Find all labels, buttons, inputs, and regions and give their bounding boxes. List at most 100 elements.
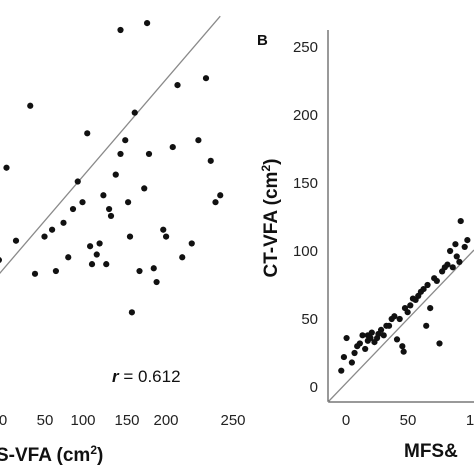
panel-b-data-point <box>400 348 407 355</box>
panel-a-data-point <box>153 278 160 286</box>
panel-b-data-point <box>385 322 393 329</box>
panel-b-data-point <box>362 345 369 353</box>
panel-a-data-point <box>145 150 153 158</box>
panel-b-y-axis-title: CT-VFA (cm2) <box>259 159 282 278</box>
panel-a-data-point <box>41 233 48 240</box>
panel-b-data-point <box>464 237 471 244</box>
panel-b-data-point <box>351 349 358 357</box>
panel-a-data-point <box>136 267 143 275</box>
panel-b-data-point <box>391 313 398 320</box>
panel-a-x-axis-title: S-VFA (cm2) <box>0 443 103 466</box>
panel-b-label: B <box>257 32 268 49</box>
panel-b-data-point <box>436 340 443 347</box>
panel-b-data-point <box>461 243 468 251</box>
panel-b-data-point <box>427 305 434 312</box>
panel-a-data-point <box>144 20 151 27</box>
panel-b-data-point <box>444 261 451 268</box>
panel-b-fit-line <box>327 249 474 403</box>
panel-b-data-point <box>433 277 440 285</box>
panel-a-x-tick-label: 100 <box>70 412 95 429</box>
panel-a-data-point <box>0 257 2 263</box>
panel-a-data-point <box>150 265 157 272</box>
panel-b-data-point <box>343 334 350 342</box>
panel-b-data-point <box>380 332 387 339</box>
panel-a-data-point <box>100 192 107 199</box>
panel-a-data-point <box>60 219 67 226</box>
panel-a-data-point <box>27 102 34 109</box>
panel-a-data-point <box>160 226 167 233</box>
panel-a-data-point <box>12 237 20 244</box>
panel-a-x-tick-label: 250 <box>220 412 245 429</box>
panel-b-x-tick-label: 0 <box>342 412 350 429</box>
panel-a-data-point <box>179 254 186 261</box>
panel-a-data-point <box>103 261 110 268</box>
panel-a-data-point <box>126 233 134 240</box>
panel-b-y-tick-label: 200 <box>293 107 318 124</box>
panel-b-data-point <box>367 334 374 342</box>
panel-a-data-point <box>93 251 100 258</box>
panel-b-data-point <box>396 315 403 323</box>
panel-a-data-point <box>117 26 124 34</box>
panel-a-data-point <box>96 240 103 247</box>
panel-b-data-point <box>356 340 363 347</box>
panel-a-x-tick-label: 50 <box>37 412 54 429</box>
panel-a-data-point <box>188 240 195 247</box>
panel-a-data-point <box>122 137 129 144</box>
panel-b-data-point <box>404 309 411 316</box>
panel-b-data-point <box>420 285 427 293</box>
panel-a-data-point <box>163 233 170 240</box>
panel-a-x-tick-label: 150 <box>114 412 139 429</box>
panel-a-data-point <box>87 243 94 250</box>
panel-b-data-point <box>456 258 463 265</box>
panel-a-data-point <box>131 109 138 116</box>
panel-a-data-point <box>65 254 72 261</box>
panel-b-data-point <box>449 264 456 271</box>
panel-b-data-point <box>399 343 406 350</box>
panel-b-y-tick-label: 50 <box>301 311 318 328</box>
panel-a-data-point <box>128 309 135 316</box>
panel-b-x-axis-title: MFS& <box>404 441 458 462</box>
panel-b-y-tick-label: 0 <box>310 379 318 396</box>
panel-a-correlation-label: r = 0.612 <box>112 367 181 386</box>
panel-a-data-point <box>212 199 219 206</box>
panel-a-data-point <box>217 192 224 199</box>
panel-b-x-tick-label: 1 <box>466 412 474 429</box>
panel-a-data-point <box>3 164 10 171</box>
panel-a-fit-line <box>0 15 221 274</box>
panel-a-data-point <box>31 270 39 277</box>
panel-a-data-point <box>207 157 214 164</box>
panel-a-data-point <box>69 205 77 213</box>
panel-b-data-point <box>457 217 464 225</box>
panel-b-data-point <box>424 281 431 289</box>
panel-b-data-point <box>348 359 355 366</box>
panel-a-data-point <box>125 199 132 206</box>
panel-a-data-point <box>88 261 96 268</box>
panel-b-data-point <box>453 253 460 260</box>
panel-b-data-point <box>340 353 348 361</box>
panel-b-data-point <box>393 336 401 343</box>
panel-a-x-tick-label: 0 <box>0 412 7 429</box>
panel-a: 0 50 100 150 200 250 r = 0.612 S-VFA (cm2) <box>0 15 246 466</box>
panel-b-data-point <box>447 247 454 255</box>
panel-a-data-point <box>141 185 148 192</box>
panel-b-data-point <box>377 326 385 333</box>
panel-a-data-point <box>169 143 176 151</box>
panel-a-data-point <box>112 171 119 178</box>
panel-b-y-tick-label: 250 <box>293 39 318 56</box>
panel-a-data-point <box>52 267 60 275</box>
panel-b-y-tick-label: 100 <box>293 243 318 260</box>
panel-a-data-point <box>49 226 56 233</box>
panel-b-data-point <box>368 329 375 336</box>
panel-a-data-point <box>74 178 81 185</box>
panel-b-data-point <box>407 302 414 309</box>
panel-b-data-point <box>423 322 430 329</box>
panel-b-data-point <box>338 367 345 374</box>
panel-a-data-point <box>106 205 113 213</box>
panel-a-data-point <box>174 81 181 89</box>
panel-a-data-point <box>117 150 124 158</box>
panel-b-data-point <box>452 241 459 248</box>
panel-a-data-point <box>84 130 91 137</box>
panel-a-data-point <box>107 212 115 220</box>
panel-b-x-tick-label: 50 <box>400 412 417 429</box>
